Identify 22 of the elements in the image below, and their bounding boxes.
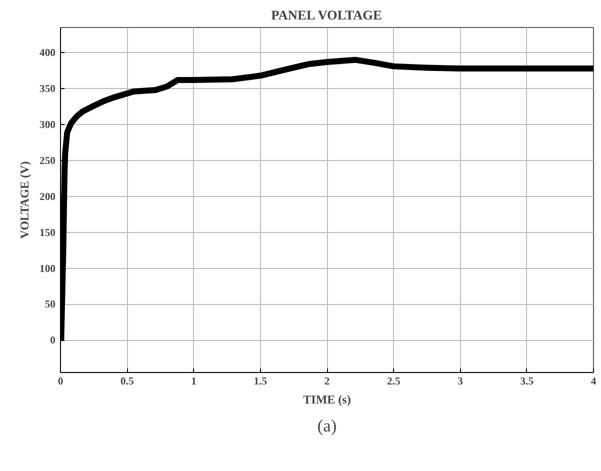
y-tick-label: 350 (40, 84, 56, 96)
y-tick-label: 250 (40, 156, 56, 167)
x-tick-label: 1.5 (254, 376, 268, 388)
y-tick-label: 50 (44, 300, 56, 311)
x-tick-label: 0.5 (120, 376, 134, 388)
y-tick-label: 0 (50, 336, 56, 347)
text: (a) (317, 416, 337, 436)
y-tick-label: 200 (40, 192, 56, 203)
x-tick-label: 1 (191, 376, 196, 388)
y-tick-label: 100 (40, 264, 56, 275)
y-tick-label: 400 (40, 48, 56, 60)
y-tick-label: 150 (40, 228, 56, 239)
y-axis-title: VOLTAGE (V) (18, 161, 32, 239)
chart-title: PANEL VOLTAGE (271, 8, 382, 22)
x-tick-label: 2 (324, 376, 330, 388)
x-tick-label: 0 (58, 376, 64, 388)
x-axis-title: TIME (s) (303, 392, 351, 406)
x-tick-label: 3.5 (520, 376, 534, 388)
y-tick-label: 300 (40, 120, 56, 132)
x-tick-label: 3 (458, 376, 463, 388)
x-tick-label: 4 (590, 376, 597, 388)
x-tick-label: 2.5 (386, 376, 400, 388)
